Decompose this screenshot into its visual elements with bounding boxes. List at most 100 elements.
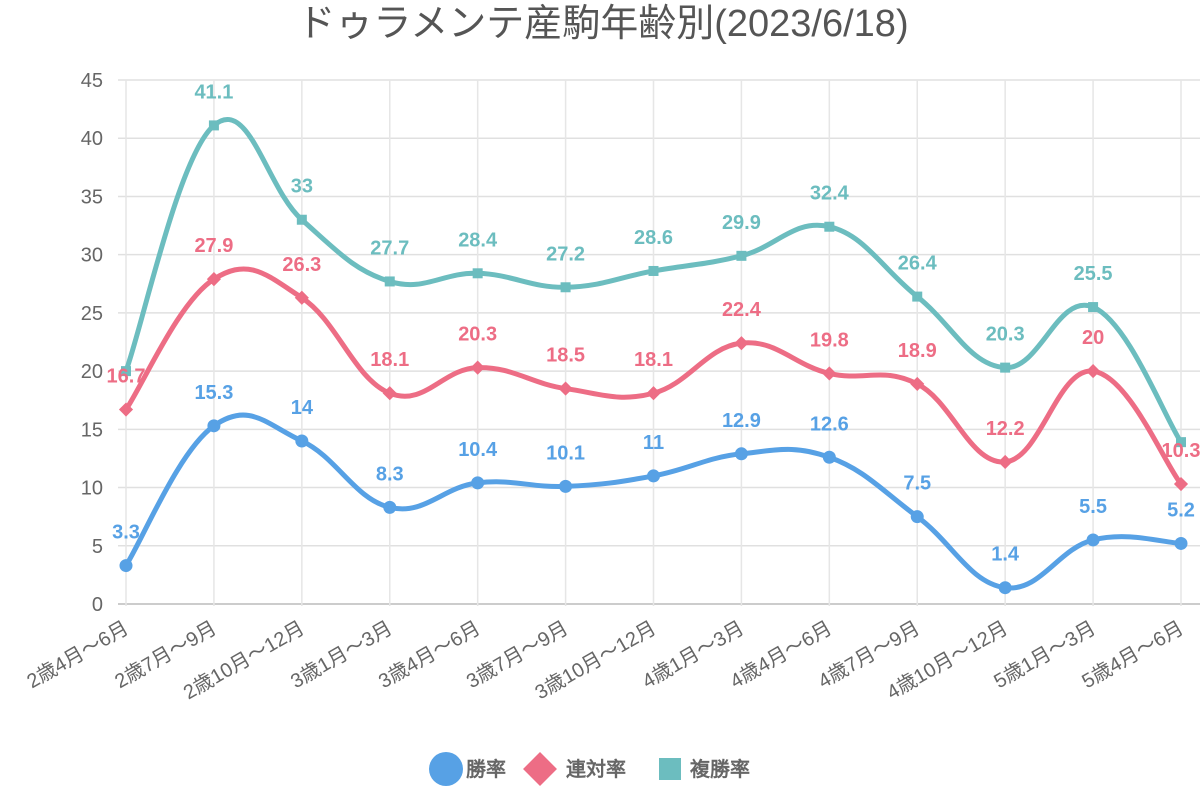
data-point	[560, 282, 571, 293]
data-point	[912, 291, 923, 302]
data-point	[295, 434, 309, 448]
data-label: 20.3	[458, 324, 497, 346]
data-point	[1086, 364, 1101, 379]
data-labels: 41.1 33 27.7 28.4 27.2 28.6 29.9 32.4 26.4 20.3 25…	[107, 81, 1200, 565]
data-label: 28.6	[634, 227, 673, 249]
data-label: 14	[291, 397, 314, 419]
legend-label: 勝率	[466, 757, 506, 781]
data-point	[1174, 536, 1188, 550]
data-point	[119, 559, 133, 573]
data-point	[822, 450, 836, 464]
data-label: 18.1	[634, 349, 673, 371]
data-point	[647, 469, 660, 483]
data-label: 33	[291, 176, 313, 198]
data-label: 5.2	[1167, 499, 1195, 521]
data-label: 16.7	[107, 366, 146, 388]
data-point	[118, 402, 134, 417]
data-label: 27.9	[194, 235, 233, 257]
data-label: 18.1	[370, 349, 409, 371]
y-tick-label: 35	[81, 186, 103, 208]
data-label: 12.2	[986, 418, 1025, 440]
data-point	[822, 366, 837, 381]
data-point	[998, 581, 1012, 595]
legend-circle-icon	[429, 752, 463, 786]
y-tick-label: 10	[81, 478, 103, 500]
data-label: 29.9	[722, 212, 761, 234]
data-point	[472, 268, 483, 279]
data-point	[296, 214, 307, 225]
y-tick-label: 45	[81, 70, 103, 92]
data-point	[1088, 302, 1099, 313]
chart-title: ドゥラメンテ産駒年齢別(2023/6/18)	[297, 3, 908, 45]
data-label: 27.2	[546, 243, 585, 265]
y-tick-label: 15	[81, 419, 103, 441]
data-label: 26.3	[282, 254, 321, 276]
data-label: 12.6	[810, 413, 849, 435]
data-point	[824, 221, 835, 232]
data-point	[206, 272, 221, 287]
legend-square-icon	[659, 758, 681, 780]
data-point	[559, 479, 573, 493]
data-point	[383, 500, 397, 514]
data-label: 25.5	[1074, 263, 1113, 285]
y-tick-label: 30	[81, 245, 103, 267]
data-label: 41.1	[194, 81, 233, 103]
data-label: 20	[1082, 327, 1104, 349]
data-point	[382, 386, 397, 401]
data-point	[384, 276, 395, 287]
data-label: 12.9	[722, 410, 761, 432]
data-point	[1086, 533, 1100, 547]
data-point	[208, 120, 219, 131]
grid	[118, 79, 1200, 606]
data-label: 11	[643, 432, 664, 454]
data-point	[207, 419, 221, 433]
data-label: 5.5	[1079, 496, 1107, 518]
data-point	[1173, 476, 1189, 492]
y-axis: 0 5 10 15 20 25 30 35 40 45	[81, 70, 103, 616]
data-label: 10.1	[546, 442, 585, 464]
legend-label: 連対率	[566, 757, 626, 781]
data-label: 10.3	[1162, 440, 1200, 462]
y-tick-label: 20	[81, 361, 103, 383]
y-tick-label: 0	[92, 594, 103, 616]
legend-label: 複勝率	[690, 757, 750, 781]
data-label: 10.4	[458, 439, 498, 461]
data-label: 1.4	[991, 544, 1020, 566]
y-tick-label: 40	[81, 128, 103, 150]
data-point	[471, 476, 485, 490]
data-point	[910, 510, 924, 524]
data-label: 27.7	[370, 237, 409, 259]
data-label: 8.3	[376, 463, 404, 485]
data-label: 15.3	[194, 382, 233, 404]
legend: 勝率 連対率 複勝率	[429, 752, 750, 786]
x-axis: 2歳4月〜6月2歳7月〜9月2歳10月〜12月3歳1月〜3月3歳4月〜6月3歳7…	[23, 616, 1188, 704]
data-point	[910, 376, 925, 391]
data-label: 28.4	[458, 229, 498, 251]
data-label: 3.3	[112, 522, 140, 544]
data-label: 26.4	[898, 253, 938, 275]
data-point	[736, 250, 747, 261]
data-label: 7.5	[903, 473, 931, 495]
data-point	[121, 366, 131, 377]
data-label: 20.3	[986, 324, 1025, 346]
y-tick-label: 25	[81, 303, 103, 325]
data-label: 18.5	[546, 345, 585, 367]
data-point	[646, 386, 661, 401]
y-tick-label: 5	[92, 536, 103, 558]
legend-diamond-icon	[523, 752, 557, 786]
data-point	[558, 381, 573, 396]
data-point	[1000, 362, 1011, 373]
data-point	[648, 265, 659, 276]
data-label: 32.4	[810, 183, 850, 205]
data-point	[998, 454, 1013, 470]
data-label: 19.8	[810, 329, 849, 351]
data-point	[1176, 437, 1186, 448]
data-label: 18.9	[898, 340, 937, 362]
series-markers	[118, 120, 1189, 595]
data-point	[734, 336, 749, 351]
data-label: 22.4	[722, 299, 762, 321]
data-point	[470, 360, 485, 375]
data-point	[734, 447, 748, 461]
data-point	[294, 290, 309, 305]
